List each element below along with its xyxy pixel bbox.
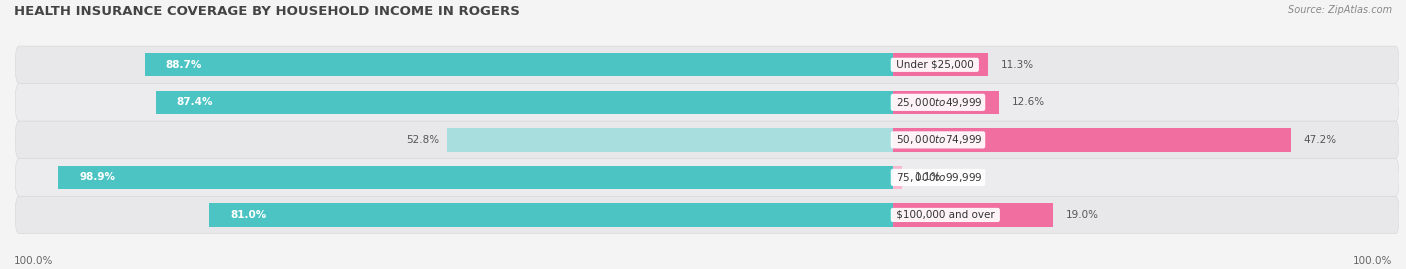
Bar [156,91,893,114]
Text: 88.7%: 88.7% [166,60,202,70]
FancyBboxPatch shape [15,159,1399,196]
Text: 47.2%: 47.2% [1303,135,1337,145]
Text: 100.0%: 100.0% [1353,256,1392,266]
Text: 12.6%: 12.6% [1012,97,1045,107]
Bar [59,166,893,189]
Text: 11.3%: 11.3% [1001,60,1033,70]
Bar [893,203,1053,226]
Bar [893,166,903,189]
Text: HEALTH INSURANCE COVERAGE BY HOUSEHOLD INCOME IN ROGERS: HEALTH INSURANCE COVERAGE BY HOUSEHOLD I… [14,5,520,18]
Text: 1.1%: 1.1% [915,172,941,182]
FancyBboxPatch shape [15,46,1399,84]
Bar [893,53,988,76]
Text: $50,000 to $74,999: $50,000 to $74,999 [893,133,983,146]
Text: 98.9%: 98.9% [80,172,115,182]
Bar [893,91,1000,114]
Bar [145,53,893,76]
FancyBboxPatch shape [15,196,1399,234]
Bar [209,203,893,226]
Text: 19.0%: 19.0% [1066,210,1098,220]
FancyBboxPatch shape [15,84,1399,121]
Text: 87.4%: 87.4% [177,97,214,107]
Text: Source: ZipAtlas.com: Source: ZipAtlas.com [1288,5,1392,15]
Bar [893,128,1291,151]
FancyBboxPatch shape [15,121,1399,159]
Text: 100.0%: 100.0% [14,256,53,266]
Text: 81.0%: 81.0% [231,210,267,220]
Bar [447,128,893,151]
Text: Under $25,000: Under $25,000 [893,60,977,70]
Text: $25,000 to $49,999: $25,000 to $49,999 [893,96,983,109]
Text: $100,000 and over: $100,000 and over [893,210,998,220]
Text: 52.8%: 52.8% [406,135,439,145]
Text: $75,000 to $99,999: $75,000 to $99,999 [893,171,983,184]
